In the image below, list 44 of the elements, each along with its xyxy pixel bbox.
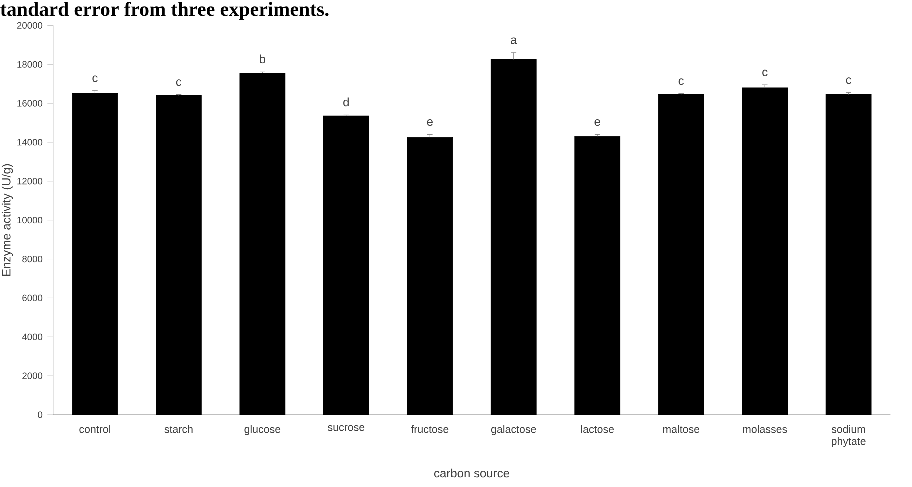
bar xyxy=(490,59,537,416)
annotation: c xyxy=(846,78,852,84)
x-tick-label: sodium phytate xyxy=(832,425,866,448)
annotation: d xyxy=(344,98,349,107)
bar xyxy=(658,94,704,416)
y-tick-label: 8000 xyxy=(22,256,43,263)
bar xyxy=(574,136,621,416)
y-tick-label: 12000 xyxy=(18,178,43,185)
y-tick-label: 16000 xyxy=(18,100,43,107)
x-tick-label: maltose xyxy=(663,425,700,434)
annotation: c xyxy=(92,76,98,82)
bar xyxy=(826,94,872,416)
annotation: b xyxy=(260,54,266,64)
x-tick-label: starch xyxy=(164,425,193,434)
annotation: e xyxy=(427,120,433,126)
y-tick-label: 6000 xyxy=(22,294,43,302)
y-tick-label: 18000 xyxy=(18,61,43,68)
x-tick-label: galactose xyxy=(491,425,536,436)
annotation: c xyxy=(176,80,182,86)
y-tick-label: 2000 xyxy=(22,372,43,380)
chart-title: tandard error from three experiments. xyxy=(0,2,329,20)
y-tick-label: 4000 xyxy=(22,334,43,340)
y-axis-title: Enzyme activity (U/g) xyxy=(2,164,14,276)
bar xyxy=(240,73,286,416)
bar xyxy=(156,95,202,416)
annotation: e xyxy=(594,120,600,126)
x-tick-label: fructose xyxy=(411,425,449,434)
y-tick-label: 10000 xyxy=(18,217,43,224)
bar xyxy=(72,94,118,416)
bar xyxy=(407,137,454,416)
x-tick-label: sucrose xyxy=(328,425,365,432)
x-tick-label: lactose xyxy=(581,425,614,434)
x-axis-title: carbon source xyxy=(434,468,510,478)
x-tick-label: glucose xyxy=(244,425,281,436)
bar xyxy=(742,88,788,416)
bar xyxy=(323,116,370,416)
annotation: c xyxy=(678,78,684,86)
y-tick-label: 0 xyxy=(38,412,43,418)
y-tick-label: 20000 xyxy=(17,22,43,29)
y-tick-label: 14000 xyxy=(18,139,43,146)
x-tick-label: control xyxy=(80,425,110,434)
x-tick-label: molasses xyxy=(743,425,788,434)
annotation: c xyxy=(762,70,768,76)
annotation: a xyxy=(511,38,518,44)
